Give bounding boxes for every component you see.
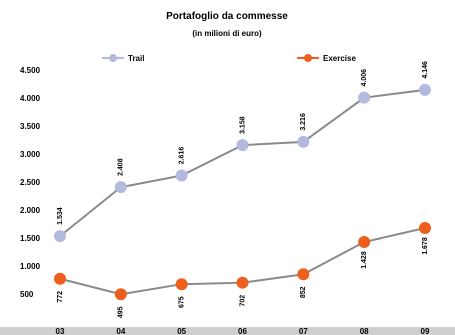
series-line-trail [59, 88, 426, 237]
data-label: 4.146 [422, 61, 429, 79]
data-label: 2.408 [118, 158, 125, 176]
data-label: 702 [239, 295, 246, 307]
data-label: 852 [300, 286, 307, 298]
y-tick-label: 3.000 [20, 150, 41, 159]
data-point [54, 230, 66, 243]
data-point [358, 91, 371, 104]
data-point [297, 135, 310, 148]
y-tick-label: 2.500 [20, 178, 41, 187]
data-point [358, 236, 371, 249]
data-point [236, 139, 249, 152]
x-tick-label: 08 [360, 327, 369, 335]
data-point [114, 288, 127, 301]
data-point [54, 272, 66, 285]
data-point [419, 83, 431, 96]
data-point [114, 181, 127, 194]
legend-label-exercise: Exercise [323, 54, 356, 63]
data-label: 3.158 [239, 116, 246, 134]
x-tick-label: 07 [299, 327, 308, 335]
x-axis-ticks: 03 04 05 06 07 08 09 [56, 327, 430, 335]
y-tick-label: 1.000 [20, 262, 41, 271]
data-label: 675 [179, 296, 186, 308]
data-label: 3.216 [300, 113, 307, 131]
legend-marker-trail [109, 54, 117, 62]
data-label: 4.006 [361, 69, 368, 87]
y-tick-label: 4.000 [20, 94, 41, 103]
data-point [419, 222, 431, 235]
x-tick-label: 03 [56, 327, 65, 335]
x-tick-label: 06 [238, 327, 247, 335]
y-tick-label: 3.500 [20, 122, 41, 131]
legend: Trail Exercise [102, 54, 356, 63]
x-tick-label: 05 [177, 327, 186, 335]
y-axis-ticks: 500 1.000 1.500 2.000 2.500 3.000 3.500 4.000 4.… [20, 66, 41, 299]
y-tick-label: 4.500 [20, 66, 41, 75]
data-label: 1.678 [422, 237, 429, 255]
y-tick-label: 1.500 [20, 234, 41, 243]
data-label: 2.616 [179, 147, 186, 165]
x-tick-label: 09 [421, 327, 430, 335]
data-label: 772 [57, 291, 64, 303]
x-tick-label: 04 [116, 327, 125, 335]
data-label: 495 [118, 306, 125, 318]
chart-title: Portafoglio da commesse [166, 11, 288, 22]
data-point [297, 268, 310, 281]
x-axis-band [0, 327, 455, 335]
y-tick-label: 2.000 [20, 206, 41, 215]
data-label: 1.428 [361, 251, 368, 269]
data-label: 1.534 [57, 207, 64, 225]
data-point [175, 278, 188, 291]
legend-marker-exercise [304, 54, 312, 62]
data-point [175, 169, 188, 182]
data-point [236, 276, 249, 289]
chart-subtitle: (in milioni di euro) [192, 29, 262, 38]
data-labels: 1.534 2.408 2.616 3.158 3.216 4.006 4.146 772 49… [57, 61, 429, 318]
series-markers [54, 83, 431, 301]
legend-label-trail: Trail [128, 54, 144, 63]
y-tick-label: 500 [20, 290, 34, 299]
